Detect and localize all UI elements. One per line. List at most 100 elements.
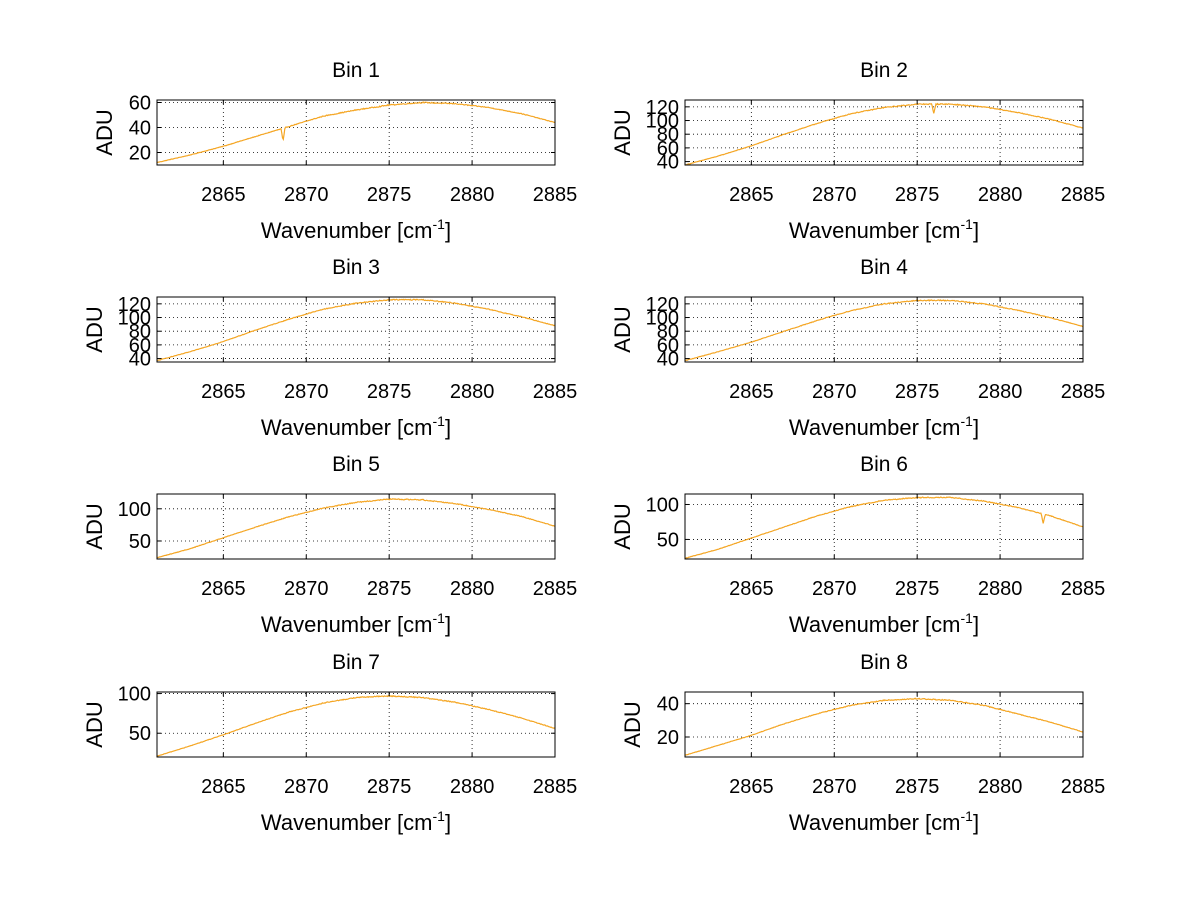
axes-frame [156,493,556,560]
series-line [157,101,555,163]
x-tick-label: 2875 [367,578,412,600]
subplot-bin-1: 2865 2870 2875 2880 2885 20 40 60 Bin 1 Wavenumbe… [92,59,577,243]
x-tick-label: 2870 [284,578,329,600]
subplot-bin-7: 2865 2870 2875 2880 2885 50 100 Bin 7 Wavenumber… [82,651,577,835]
x-axis-label-superscript: -1 [961,216,974,232]
y-tick-label: 80 [657,321,679,343]
y-tick-label: 40 [129,349,151,371]
x-tick-label: 2865 [729,776,774,798]
plot-area [157,692,555,757]
x-axis-label: Wavenumber [cm-1] [261,808,451,835]
x-axis-label-bracket: ] [445,810,451,835]
x-tick-label: 2875 [895,184,940,206]
y-tick-label: 50 [657,529,679,551]
x-axis-label-bracket: ] [445,218,451,243]
axes-frame [684,691,1084,758]
x-axis-label: Wavenumber [cm-1] [261,216,451,243]
plot-area [685,100,1083,165]
subplot-title: Bin 6 [860,453,908,476]
axes-frame [684,296,1084,363]
x-tick-label: 2875 [895,578,940,600]
series-line [684,299,1084,362]
y-tick-label: 60 [657,335,679,357]
subplot-title: Bin 8 [860,651,908,674]
y-tick-label: 40 [129,118,151,140]
series-line [156,298,556,362]
x-axis-label-superscript: -1 [433,413,446,429]
series-line [156,498,556,559]
x-tick-label: 2865 [201,381,246,403]
x-tick-label: 2880 [450,381,495,403]
y-tick-label: 120 [118,294,151,316]
x-axis-label-text: Wavenumber [cm [261,218,433,243]
axes-frame [156,99,556,166]
plot-area [685,494,1083,559]
series-line [156,694,556,757]
x-tick-label: 2885 [533,184,578,206]
x-axis-label-superscript: -1 [433,808,446,824]
plot-area [157,494,555,559]
y-tick-label: 50 [129,723,151,745]
series-line [684,102,1084,166]
x-tick-label: 2865 [729,578,774,600]
x-axis-label: Wavenumber [cm-1] [789,413,979,440]
x-tick-label: 2865 [201,776,246,798]
x-tick-label: 2875 [895,381,940,403]
x-tick-label: 2865 [729,381,774,403]
x-axis-label-text: Wavenumber [cm [789,810,961,835]
y-axis-label: ADU [92,109,117,155]
y-tick-label: 100 [646,308,679,330]
x-axis-label-text: Wavenumber [cm [789,612,961,637]
axes-frame [156,691,556,758]
plot-area [157,297,555,362]
x-tick-label: 2885 [533,776,578,798]
x-tick-label: 2885 [1061,381,1106,403]
x-tick-label: 2880 [450,578,495,600]
x-axis-label-bracket: ] [973,415,979,440]
x-axis-label-bracket: ] [973,810,979,835]
subplot-title: Bin 4 [860,256,908,279]
x-tick-label: 2880 [978,184,1023,206]
y-tick-label: 100 [118,684,151,706]
x-axis-label-superscript: -1 [433,610,446,626]
x-tick-label: 2870 [812,184,857,206]
x-axis-label: Wavenumber [cm-1] [261,413,451,440]
y-axis-label: ADU [610,109,635,155]
x-axis-label: Wavenumber [cm-1] [789,216,979,243]
x-tick-label: 2870 [812,578,857,600]
x-tick-label: 2870 [284,184,329,206]
x-tick-label: 2865 [201,578,246,600]
x-tick-label: 2875 [367,381,412,403]
y-tick-label: 100 [118,308,151,330]
y-tick-label: 40 [657,152,679,174]
y-tick-label: 20 [657,727,679,749]
y-axis-label: ADU [610,306,635,352]
x-axis-label-bracket: ] [445,612,451,637]
x-axis-label-bracket: ] [973,218,979,243]
y-tick-label: 50 [129,531,151,553]
y-tick-label: 80 [657,124,679,146]
subplot-bin-6: 2865 2870 2875 2880 2885 50 100 Bin 6 Wavenumber… [610,453,1105,637]
x-axis-label-text: Wavenumber [cm [789,415,961,440]
x-tick-label: 2875 [367,776,412,798]
x-tick-label: 2880 [978,776,1023,798]
x-tick-label: 2870 [812,381,857,403]
x-axis-label-superscript: -1 [961,808,974,824]
x-tick-label: 2875 [895,776,940,798]
x-tick-label: 2885 [1061,184,1106,206]
axes-frame [684,99,1084,166]
y-axis-label: ADU [82,701,107,747]
y-tick-label: 40 [657,349,679,371]
y-axis-label: ADU [82,306,107,352]
y-tick-label: 100 [646,111,679,133]
y-tick-label: 60 [129,335,151,357]
y-axis-label: ADU [610,503,635,549]
x-axis-label: Wavenumber [cm-1] [261,610,451,637]
x-tick-label: 2865 [201,184,246,206]
x-tick-label: 2875 [367,184,412,206]
y-axis-label: ADU [620,701,645,747]
x-tick-label: 2870 [284,776,329,798]
y-tick-label: 20 [129,143,151,165]
x-tick-label: 2880 [978,578,1023,600]
